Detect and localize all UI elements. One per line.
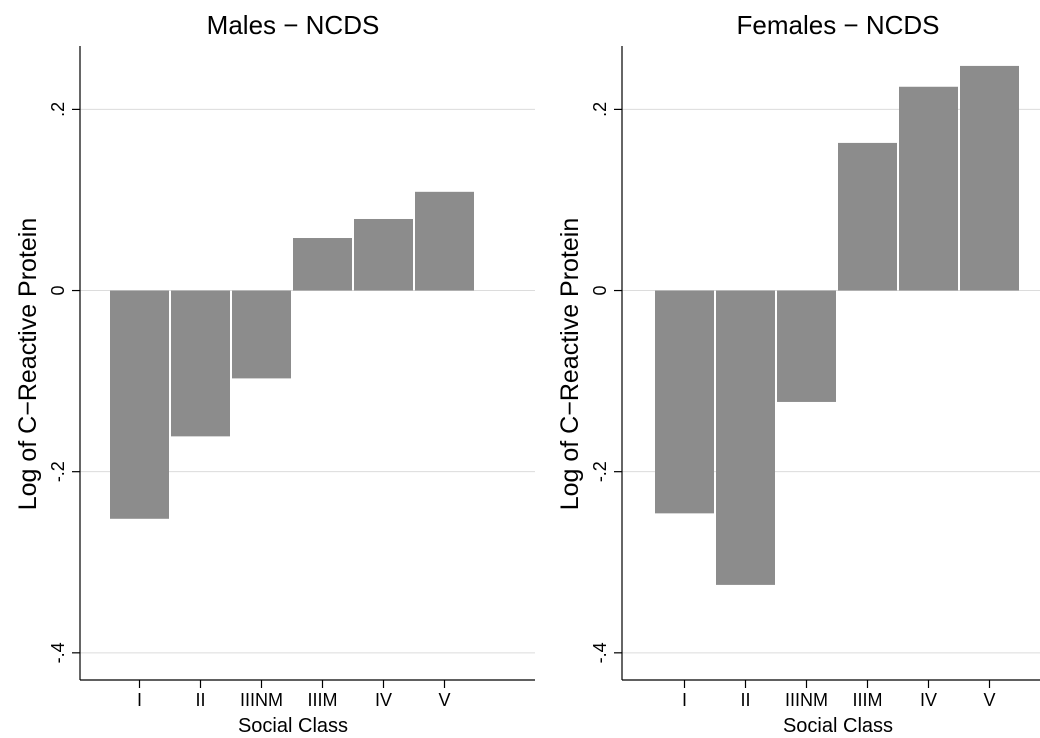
males-bar-iiinm	[232, 290, 291, 379]
males-y-tick-label: -.4	[48, 642, 68, 663]
males-bar-v	[415, 191, 474, 291]
females-bar-i	[655, 290, 714, 514]
females-bar-iv	[899, 86, 958, 291]
males-y-axis-title: Log of C−Reactive Protein	[14, 218, 42, 511]
females-bar-iiinm	[777, 290, 836, 402]
males-y-tick-label: 0	[48, 286, 68, 296]
males-y-tick-label: -.2	[48, 461, 68, 482]
males-category-label-i: I	[137, 690, 142, 710]
females-panel: Females − NCDS Log of C−Reactive Protein…	[556, 10, 1040, 737]
females-bar-ii	[716, 290, 775, 585]
females-category-label-iiim: IIIM	[853, 690, 883, 710]
males-chart-title: Males − NCDS	[207, 10, 380, 40]
females-category-label-iiinm: IIINM	[785, 690, 828, 710]
females-x-axis-title: Social Class	[783, 715, 893, 737]
males-category-label-v: V	[438, 690, 450, 710]
females-y-tick-label: -.2	[590, 461, 610, 482]
females-y-tick-label: -.4	[590, 642, 610, 663]
males-x-axis-title: Social Class	[238, 715, 348, 737]
males-category-label-ii: II	[195, 690, 205, 710]
males-bar-iiim	[293, 238, 352, 291]
females-category-label-v: V	[983, 690, 995, 710]
females-category-label-iv: IV	[920, 690, 937, 710]
females-y-tick-label: 0	[590, 286, 610, 296]
males-category-label-iv: IV	[375, 690, 392, 710]
females-bar-iiim	[838, 142, 897, 291]
males-category-label-iiim: IIIM	[308, 690, 338, 710]
males-bar-ii	[171, 290, 230, 437]
males-panel: Males − NCDS Log of C−Reactive Protein S…	[14, 10, 535, 737]
females-bar-v	[960, 65, 1019, 291]
females-chart-title: Females − NCDS	[737, 10, 940, 40]
males-category-label-iiinm: IIINM	[240, 690, 283, 710]
females-y-axis-title: Log of C−Reactive Protein	[556, 218, 584, 511]
males-bar-iv	[354, 218, 413, 291]
females-y-tick-label: .2	[590, 102, 610, 117]
females-category-label-i: I	[682, 690, 687, 710]
males-y-tick-label: .2	[48, 102, 68, 117]
males-bar-i	[110, 290, 169, 519]
females-category-label-ii: II	[740, 690, 750, 710]
